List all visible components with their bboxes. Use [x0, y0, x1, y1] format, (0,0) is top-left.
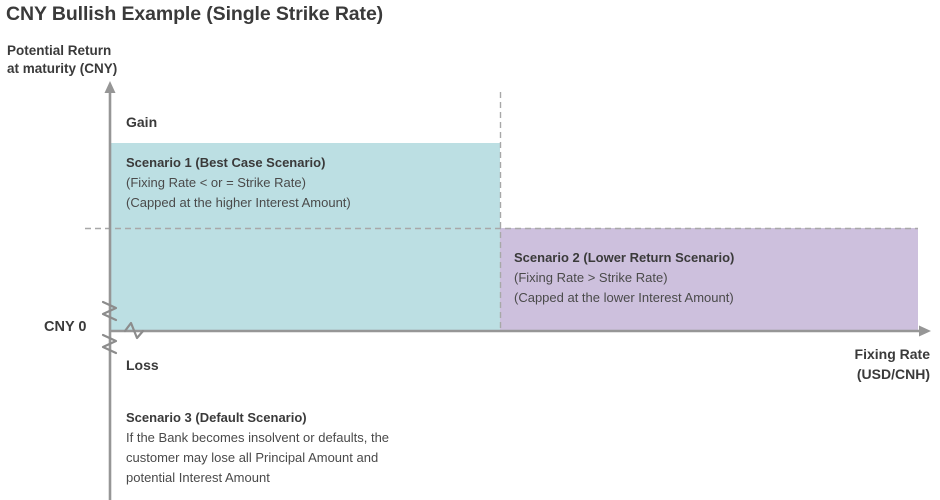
scenario-1-heading: Scenario 1 (Best Case Scenario) [126, 155, 326, 170]
scenario-1-line-2: (Capped at the higher Interest Amount) [126, 195, 351, 210]
scenario-2-annotation: Scenario 2 (Lower Return Scenario) (Fixi… [514, 248, 734, 308]
scenario-2-line-2: (Capped at the lower Interest Amount) [514, 290, 734, 305]
scenario-1-annotation: Scenario 1 (Best Case Scenario) (Fixing … [126, 153, 351, 213]
x-axis-label-line1: Fixing Rate [854, 346, 930, 362]
x-axis-break-icon [123, 321, 145, 340]
scenario-3-annotation: Scenario 3 (Default Scenario) If the Ban… [126, 408, 389, 488]
scenario-3-line-1: If the Bank becomes insolvent or default… [126, 430, 390, 445]
scenario-3-heading: Scenario 3 (Default Scenario) [126, 410, 307, 425]
scenario-2-heading: Scenario 2 (Lower Return Scenario) [514, 250, 735, 265]
loss-region-label: Loss [126, 357, 159, 373]
y-axis-arrowhead [104, 81, 116, 93]
x-axis-label: Fixing Rate (USD/CNH) [855, 344, 930, 384]
y-axis-label-line1: Potential Return [7, 43, 112, 58]
scenario-1-line-1: (Fixing Rate < or = Strike Rate) [126, 175, 306, 190]
y-axis-label-line2: at maturity (CNY) [7, 61, 118, 76]
x-axis-label-line2: (USD/CNH) [856, 366, 930, 382]
y-axis-zero-label: CNY 0 [44, 319, 87, 335]
y-axis-break-upper-icon [101, 300, 118, 322]
gain-region-label: Gain [126, 114, 158, 130]
scenario-3-line-2: customer may lose all Principal Amount a… [126, 450, 379, 465]
page-title: CNY Bullish Example (Single Strike Rate) [6, 3, 384, 25]
y-axis-label: Potential Return at maturity (CNY) [7, 42, 117, 78]
scenario1-region-fill [109, 143, 500, 331]
scenario-2-line-1: (Fixing Rate > Strike Rate) [514, 270, 668, 285]
x-axis-arrowhead [919, 325, 931, 337]
y-axis-break-lower-icon [101, 333, 118, 355]
scenario-3-line-3: potential Interest Amount [126, 470, 270, 485]
scenario2-region-fill [500, 228, 918, 331]
